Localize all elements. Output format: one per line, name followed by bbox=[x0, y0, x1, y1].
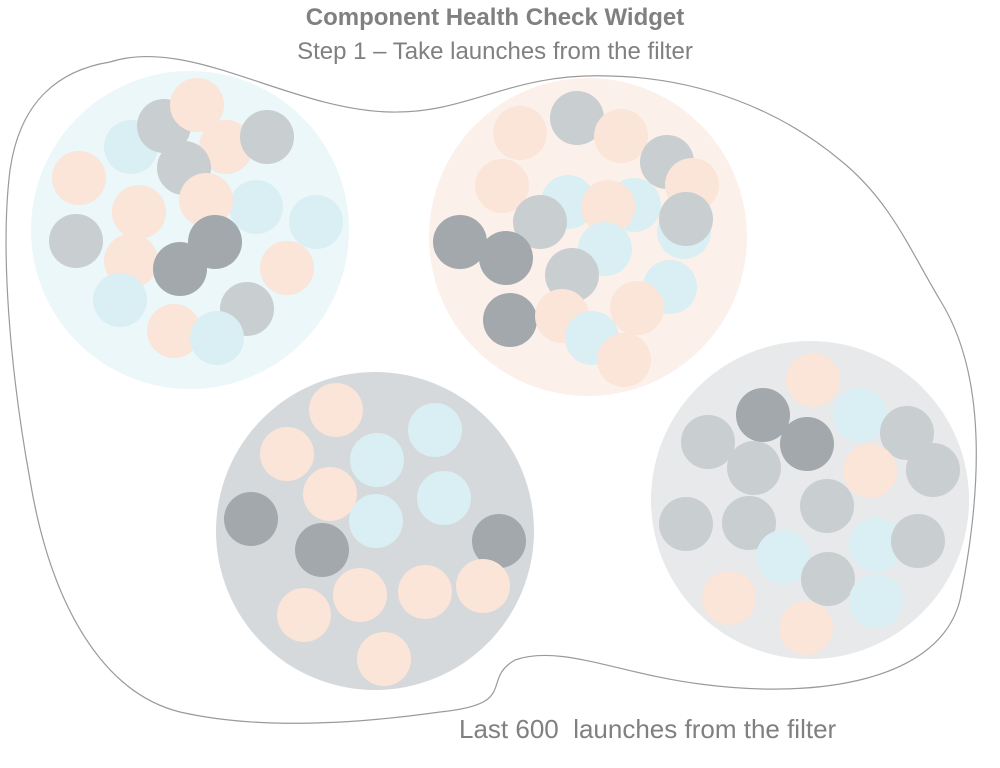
launch-dot-dark bbox=[483, 293, 537, 347]
launch-dot-peach bbox=[843, 444, 897, 498]
launch-dot-dark bbox=[736, 388, 790, 442]
launch-dot-gray bbox=[659, 497, 713, 551]
launch-dot-gray bbox=[727, 441, 781, 495]
launch-dot-gray bbox=[801, 552, 855, 606]
launch-dot-dark bbox=[780, 417, 834, 471]
launch-dot-gray bbox=[891, 514, 945, 568]
launch-dot-peach bbox=[170, 78, 224, 132]
launch-dot-peach bbox=[493, 106, 547, 160]
launch-dot-gray bbox=[906, 443, 960, 497]
diagram-subtitle: Step 1 – Take launches from the filter bbox=[297, 38, 693, 65]
launch-dot-blue bbox=[289, 195, 343, 249]
launch-dot-blue bbox=[190, 311, 244, 365]
launch-dot-peach bbox=[779, 601, 833, 655]
launch-dot-peach bbox=[309, 383, 363, 437]
launch-dot-peach bbox=[199, 120, 253, 174]
launch-dot-blue bbox=[756, 530, 810, 584]
launch-dot-gray bbox=[659, 192, 713, 246]
launch-dot-dark bbox=[433, 215, 487, 269]
launch-dot-dark bbox=[479, 231, 533, 285]
launch-dot-peach bbox=[112, 185, 166, 239]
launch-dot-dark bbox=[224, 492, 278, 546]
launch-dot-gray bbox=[550, 91, 604, 145]
filter-boundary-outline bbox=[5, 55, 977, 724]
launch-dot-blue bbox=[417, 471, 471, 525]
launch-dot-peach bbox=[357, 632, 411, 686]
launch-dot-gray bbox=[722, 496, 776, 550]
footer-caption: Last 600 launches from the filter bbox=[459, 714, 837, 744]
launch-dot-peach bbox=[594, 109, 648, 163]
launch-dot-blue bbox=[350, 433, 404, 487]
launch-dot-blue bbox=[408, 403, 462, 457]
launch-dot-peach bbox=[702, 571, 756, 625]
launch-dot-peach bbox=[475, 159, 529, 213]
launch-dot-peach bbox=[581, 180, 635, 234]
launch-dot-peach bbox=[786, 353, 840, 407]
launch-dot-blue bbox=[349, 494, 403, 548]
launch-dot-peach bbox=[260, 241, 314, 295]
launch-dot-peach bbox=[610, 281, 664, 335]
launch-dot-blue bbox=[849, 518, 903, 572]
launch-dot-dark bbox=[472, 514, 526, 568]
launch-dot-gray bbox=[545, 248, 599, 302]
launch-dot-peach bbox=[147, 304, 201, 358]
launch-dot-peach bbox=[597, 333, 651, 387]
launch-dot-gray bbox=[681, 415, 735, 469]
launch-dot-peach bbox=[333, 568, 387, 622]
launch-dot-blue bbox=[849, 574, 903, 628]
launch-dot-peach bbox=[260, 427, 314, 481]
launch-dot-blue bbox=[93, 273, 147, 327]
launch-dot-peach bbox=[303, 467, 357, 521]
launch-dot-gray bbox=[513, 195, 567, 249]
launch-dot-gray bbox=[49, 214, 103, 268]
launch-dot-peach bbox=[398, 565, 452, 619]
launch-dots bbox=[49, 78, 960, 686]
launch-dot-blue bbox=[229, 180, 283, 234]
launch-dot-dark bbox=[295, 523, 349, 577]
launch-dot-gray bbox=[240, 110, 294, 164]
launch-dot-dark bbox=[153, 242, 207, 296]
launch-dot-peach bbox=[52, 151, 106, 205]
launch-dot-peach bbox=[277, 588, 331, 642]
launch-dot-gray bbox=[800, 479, 854, 533]
launch-dot-peach bbox=[179, 173, 233, 227]
launch-dot-blue bbox=[833, 388, 887, 442]
launch-dot-peach bbox=[456, 559, 510, 613]
diagram-title: Component Health Check Widget bbox=[305, 4, 685, 31]
